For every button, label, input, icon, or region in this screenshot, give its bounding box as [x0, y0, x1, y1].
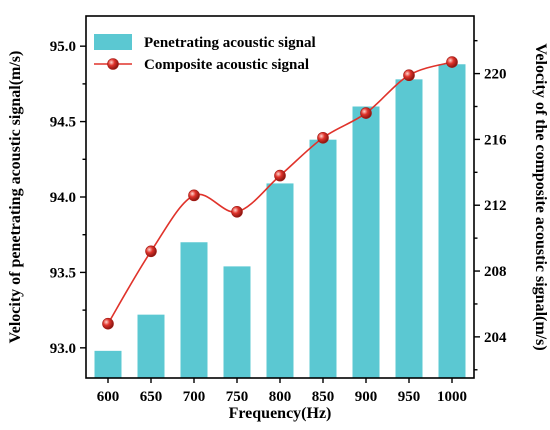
x-tick-label: 600	[97, 389, 120, 405]
y-left-tick-label: 94.0	[50, 190, 76, 206]
line-layer	[102, 56, 458, 330]
y-right-tick-label: 204	[484, 330, 507, 346]
legend: Penetrating acoustic signal Composite aco…	[94, 34, 316, 73]
x-tick-label: 1000	[437, 389, 467, 405]
y-right-tick-label: 216	[484, 132, 507, 148]
line-point	[360, 107, 372, 119]
y-right-tick-label: 212	[484, 198, 507, 214]
y-left-tick-label: 93.5	[50, 265, 76, 281]
x-tick-label: 950	[398, 389, 421, 405]
line-point	[403, 69, 415, 82]
line-point	[274, 169, 286, 182]
bar	[223, 266, 251, 378]
x-tick-label: 900	[355, 389, 378, 405]
bar	[266, 183, 294, 378]
x-tick-label: 750	[226, 389, 249, 405]
x-axis-title: Frequency(Hz)	[229, 405, 332, 422]
bar	[137, 314, 165, 378]
bar	[94, 350, 122, 378]
line-point	[317, 131, 329, 144]
legend-label-line: Composite acoustic signal	[144, 57, 309, 73]
line-point	[145, 245, 157, 258]
y-left-tick-label: 94.5	[50, 115, 76, 131]
x-tick-label: 700	[183, 389, 206, 405]
line-point	[446, 56, 458, 68]
y-axis-left-title: Velocity of penetrating acoustic signal(…	[7, 51, 24, 344]
y-left-tick-label: 95.0	[50, 39, 76, 55]
bar	[438, 64, 466, 379]
x-tick-label: 800	[269, 389, 292, 405]
axes-layer: 600 650 700 750 800 850 900 950 1000 93.0 93.5 94.0…	[50, 15, 507, 405]
bar	[180, 242, 208, 378]
bar	[352, 106, 380, 378]
legend-swatch-bar	[94, 34, 132, 50]
legend-marker	[107, 58, 119, 70]
line-point	[102, 317, 114, 330]
bar	[395, 79, 423, 378]
y-right-tick-label: 208	[484, 264, 507, 280]
y-axis-right-title: Velocity of the composite acoustic signa…	[532, 43, 549, 350]
x-tick-label: 850	[312, 389, 335, 405]
legend-label-bar: Penetrating acoustic signal	[144, 35, 316, 51]
y-left-tick-label: 93.0	[50, 341, 76, 357]
line-point	[231, 206, 243, 218]
line-point	[188, 189, 200, 202]
y-right-tick-label: 220	[484, 67, 507, 83]
x-tick-label: 650	[140, 389, 163, 405]
bar	[309, 139, 337, 378]
bars-layer	[94, 64, 466, 379]
